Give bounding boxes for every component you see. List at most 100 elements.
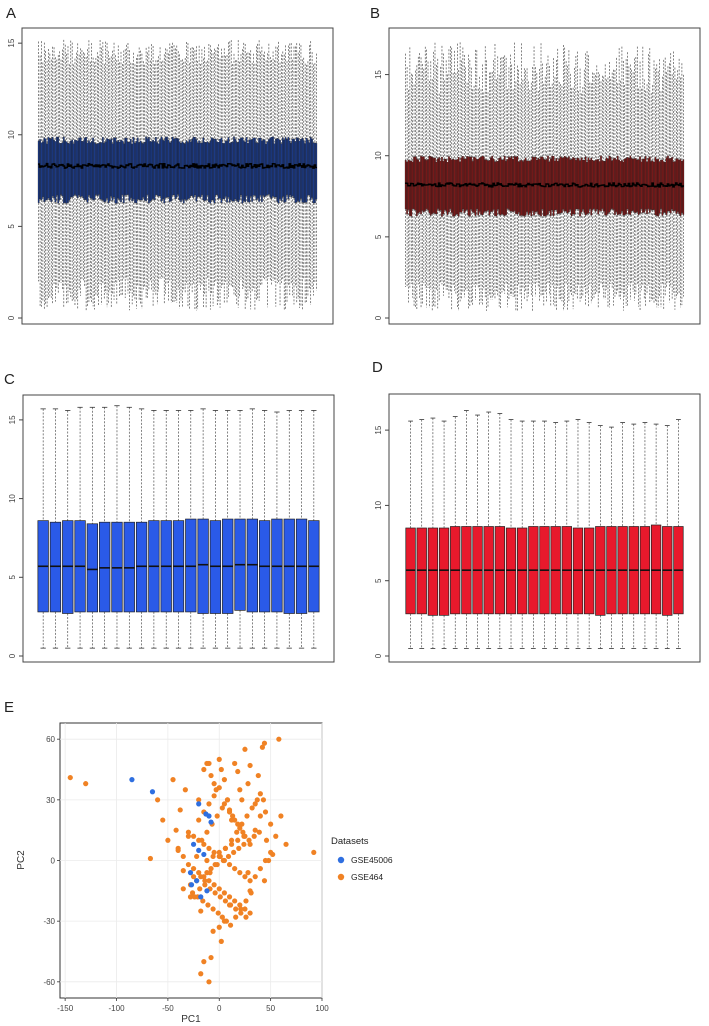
box — [107, 138, 110, 203]
point-gse45006 — [188, 882, 195, 888]
box — [406, 161, 408, 215]
box — [43, 137, 46, 202]
box — [298, 140, 301, 202]
box — [541, 156, 544, 210]
point-gse464 — [243, 898, 249, 904]
box — [416, 158, 418, 217]
point-gse464 — [238, 910, 244, 916]
box — [661, 159, 664, 216]
point-gse464 — [241, 841, 247, 847]
box — [662, 161, 665, 213]
box — [233, 136, 235, 202]
point-gse464 — [201, 766, 207, 773]
box — [152, 139, 154, 199]
point-gse464 — [232, 760, 238, 767]
panel-e-y-axis-title: PC2 — [16, 850, 27, 870]
box — [315, 143, 318, 200]
box — [452, 158, 454, 217]
point-gse464 — [244, 813, 250, 819]
point-gse464 — [257, 813, 263, 819]
point-gse464 — [231, 849, 237, 856]
box — [242, 140, 245, 201]
box — [212, 138, 214, 201]
box — [573, 158, 576, 215]
point-gse464 — [252, 801, 258, 807]
box — [188, 139, 191, 199]
box — [582, 159, 584, 210]
point-gse464 — [237, 870, 243, 876]
box — [643, 158, 646, 213]
y-tick-label: -30 — [43, 917, 55, 926]
panel-b-y-axis: 0 5 10 15 — [374, 70, 389, 320]
point-gse464 — [226, 902, 233, 908]
box — [120, 139, 122, 203]
panel-b-boxes — [404, 42, 685, 312]
point-gse464 — [245, 781, 251, 787]
point-gse464 — [198, 908, 204, 914]
panel-d-y-axis: 0 5 10 15 — [374, 425, 389, 658]
point-gse464 — [190, 865, 197, 872]
box — [174, 138, 177, 199]
point-gse464 — [243, 914, 249, 920]
point-gse464 — [147, 855, 154, 862]
point-gse464 — [234, 829, 240, 835]
point-gse464 — [194, 853, 200, 860]
box — [191, 138, 193, 196]
legend-label-gse464: GSE464 — [351, 872, 383, 882]
point-gse464 — [208, 865, 214, 872]
box — [453, 159, 456, 217]
box — [644, 156, 647, 210]
point-gse464 — [265, 857, 272, 864]
point-gse464 — [201, 841, 207, 847]
box — [418, 161, 421, 212]
point-gse464 — [212, 861, 218, 868]
point-gse464 — [155, 797, 161, 803]
box — [579, 160, 581, 217]
box — [139, 140, 142, 201]
box — [469, 156, 471, 217]
box — [542, 158, 545, 216]
box — [637, 159, 640, 215]
point-gse45006 — [201, 851, 207, 858]
point-gse464 — [247, 878, 253, 884]
box — [114, 137, 117, 204]
box — [480, 156, 482, 215]
point-gse45006 — [198, 894, 204, 900]
box — [258, 137, 260, 202]
box — [167, 139, 170, 198]
box — [244, 141, 246, 203]
point-gse45006 — [204, 888, 210, 894]
point-gse464 — [242, 746, 248, 752]
box — [68, 143, 71, 201]
box — [102, 137, 104, 201]
point-gse464 — [180, 853, 186, 860]
point-gse464 — [160, 817, 166, 823]
point-gse464 — [239, 797, 245, 803]
point-gse464 — [237, 902, 243, 908]
box — [435, 161, 438, 215]
y-tick-label: 5 — [8, 575, 17, 580]
point-gse464 — [235, 821, 241, 827]
box — [580, 157, 583, 213]
point-gse464 — [215, 910, 221, 916]
y-tick-label: 15 — [374, 70, 383, 79]
box — [495, 161, 498, 217]
box — [256, 143, 259, 199]
box — [314, 142, 316, 204]
x-tick-label: 100 — [315, 1004, 329, 1013]
panel-a-y-axis: 0 5 10 15 — [7, 38, 22, 320]
box — [251, 139, 253, 202]
box — [163, 140, 166, 204]
box — [208, 143, 210, 203]
point-gse45006 — [190, 841, 197, 847]
box — [197, 518, 209, 614]
box — [270, 136, 273, 199]
box — [121, 140, 124, 195]
point-gse464 — [182, 787, 188, 793]
point-gse464 — [233, 906, 239, 912]
y-tick-label: 15 — [8, 415, 17, 424]
point-gse464 — [202, 878, 208, 884]
point-gse464 — [201, 959, 207, 965]
point-gse464 — [187, 894, 194, 900]
